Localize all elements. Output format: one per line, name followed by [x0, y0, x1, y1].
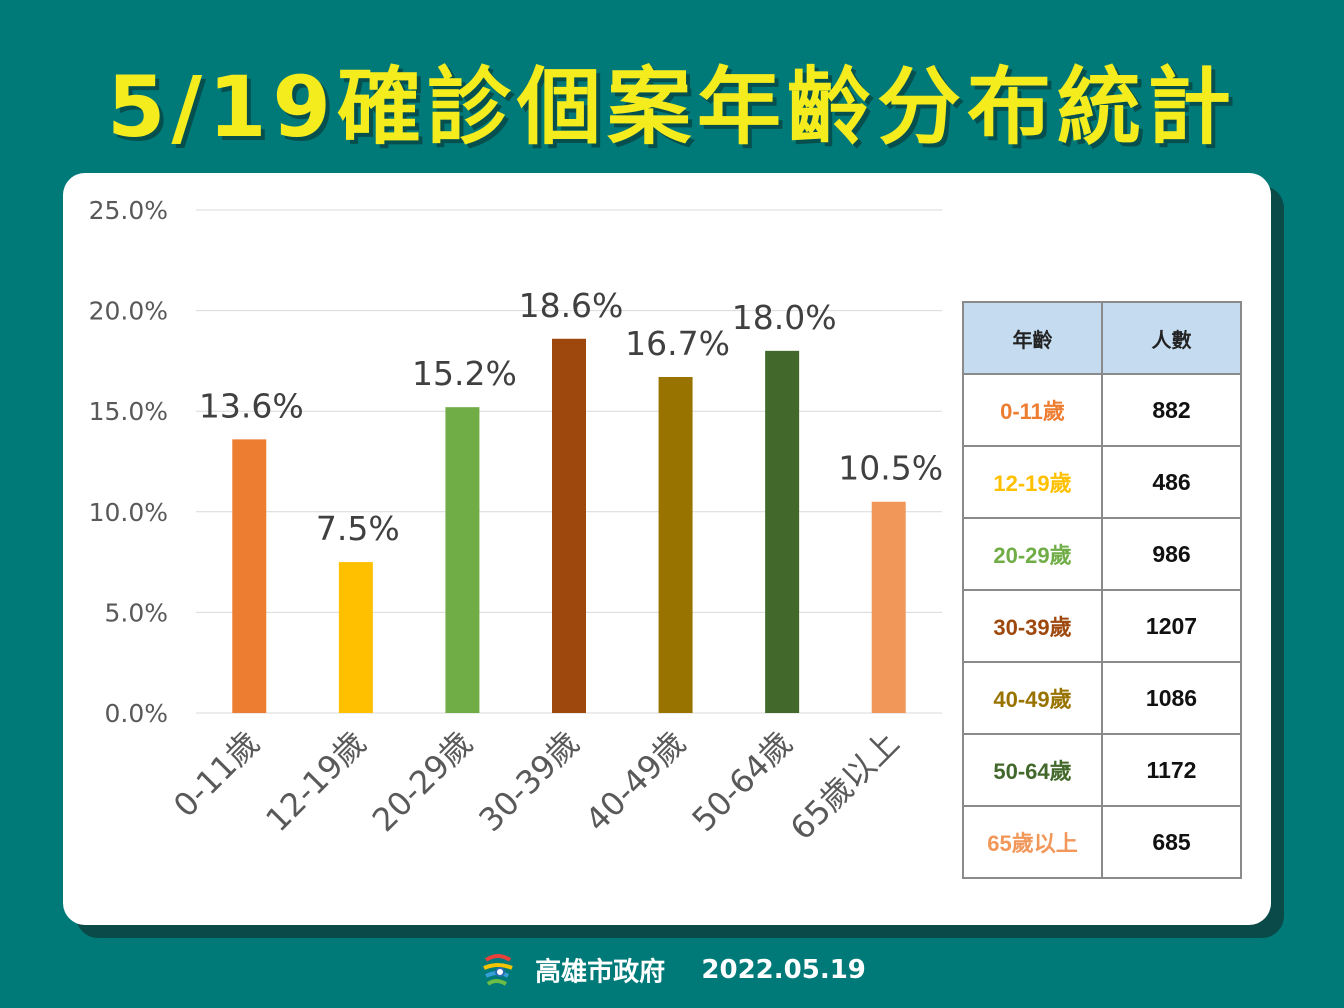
y-tick-label: 10.0%: [89, 498, 168, 527]
age-cell: 30-39歲: [962, 589, 1103, 663]
x-tick-label: 50-64歲: [685, 724, 800, 839]
age-cell: 12-19歲: [962, 445, 1103, 519]
bar: [552, 338, 586, 713]
table-header-age: 年齡: [962, 301, 1103, 375]
table-row: 0-11歲 882: [962, 373, 1242, 447]
count-cell: 1086: [1101, 661, 1242, 735]
y-tick-label: 0.0%: [104, 699, 168, 728]
footer: 高雄市政府 2022.05.19: [0, 950, 1344, 990]
count-cell: 1172: [1101, 733, 1242, 807]
bar: [765, 350, 800, 713]
x-tick-label: 65歲以上: [783, 724, 907, 848]
count-cell: 1207: [1101, 589, 1242, 663]
count-cell: 882: [1101, 373, 1242, 447]
bar: [445, 407, 480, 713]
age-count-table: 年齡 人數 0-11歲 882 12-19歲 486 20-29歲 986 30-39歲 12…: [962, 301, 1242, 879]
age-cell: 20-29歲: [962, 517, 1103, 591]
data-label: 18.6%: [519, 286, 624, 325]
bar: [338, 562, 373, 713]
count-cell: 486: [1101, 445, 1242, 519]
age-cell: 0-11歲: [962, 373, 1103, 447]
data-label: 10.5%: [838, 449, 943, 488]
y-tick-label: 5.0%: [104, 598, 168, 627]
table-header-count: 人數: [1101, 301, 1242, 375]
x-tick-label: 0-11歲: [166, 724, 267, 825]
table-row: 30-39歲 1207: [962, 589, 1242, 663]
data-label: 13.6%: [199, 386, 304, 425]
bar: [871, 501, 906, 713]
kaohsiung-city-logo-icon: [483, 954, 513, 986]
x-tick-label: 12-19歲: [258, 724, 373, 839]
data-label: 18.0%: [732, 298, 837, 337]
x-tick-label: 30-39歲: [471, 724, 586, 839]
age-cell: 40-49歲: [962, 661, 1103, 735]
age-cell: 65歲以上: [962, 805, 1103, 879]
x-tick-label: 40-49歲: [578, 724, 693, 839]
y-tick-label: 20.0%: [89, 297, 168, 326]
count-cell: 986: [1101, 517, 1242, 591]
bar: [658, 376, 693, 713]
age-cell: 50-64歲: [962, 733, 1103, 807]
footer-org: 高雄市政府: [535, 957, 666, 988]
data-label: 16.7%: [625, 324, 730, 363]
table-header-row: 年齡 人數: [962, 301, 1242, 375]
y-tick-label: 25.0%: [89, 196, 168, 225]
table-body: 0-11歲 882 12-19歲 486 20-29歲 986 30-39歲 1207 40-4…: [962, 373, 1242, 879]
y-tick-label: 15.0%: [89, 397, 168, 426]
bar: [232, 439, 267, 713]
table-row: 20-29歲 986: [962, 517, 1242, 591]
table-row: 40-49歲 1086: [962, 661, 1242, 735]
data-label: 7.5%: [316, 509, 400, 548]
table-row: 50-64歲 1172: [962, 733, 1242, 807]
count-cell: 685: [1101, 805, 1242, 879]
page-title: 5/19確診個案年齡分布統計: [106, 58, 1238, 156]
table-row: 65歲以上 685: [962, 805, 1242, 879]
footer-date: 2022.05.19: [701, 955, 866, 985]
x-tick-label: 20-29歲: [365, 724, 480, 839]
data-label: 15.2%: [412, 354, 517, 393]
table-row: 12-19歲 486: [962, 445, 1242, 519]
